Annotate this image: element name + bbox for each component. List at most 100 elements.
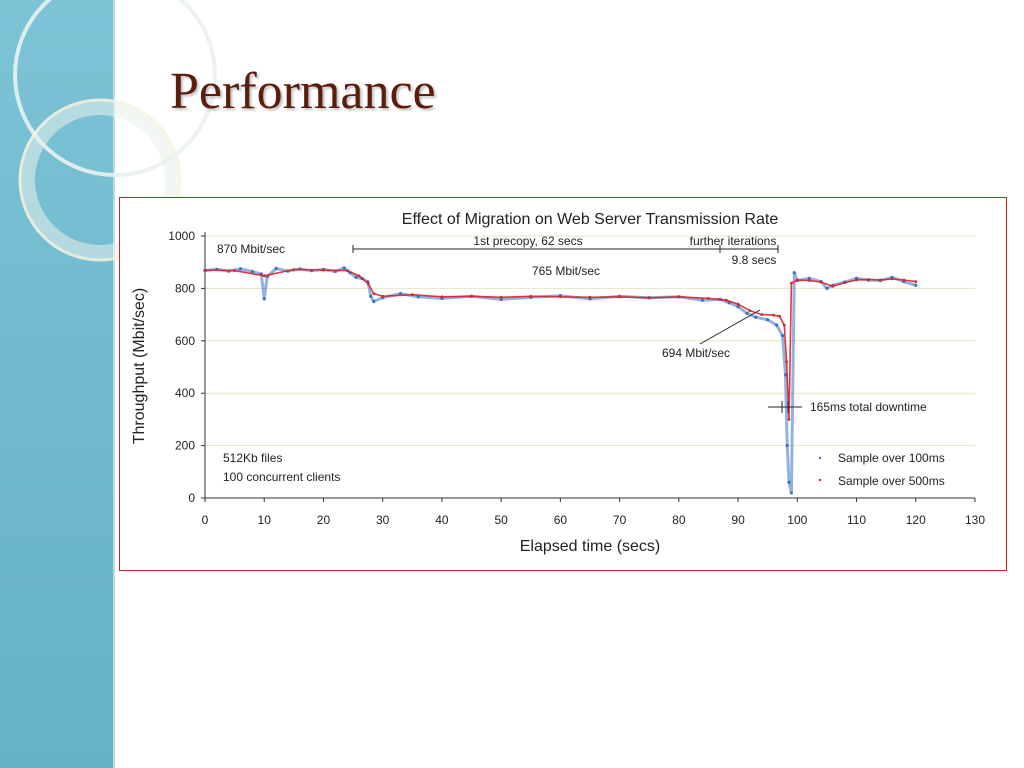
data-point [843, 281, 847, 284]
annotation-downtime: 165ms total downtime [810, 400, 927, 414]
y-tick-label: 0 [188, 491, 195, 505]
data-point [470, 294, 473, 298]
annotation-694: 694 Mbit/sec [662, 346, 730, 360]
legend: Sample over 100ms Sample over 500ms [818, 451, 945, 488]
data-point [890, 277, 894, 281]
x-tick-label: 60 [554, 513, 568, 527]
data-point [398, 292, 403, 296]
data-point [748, 309, 752, 313]
data-point [902, 278, 906, 282]
annotation-precopy: 1st precopy, 62 secs [473, 234, 582, 248]
legend-marker-100ms [818, 456, 822, 460]
page-title: Performance [170, 63, 436, 120]
data-point [707, 297, 710, 300]
x-tick-label: 120 [906, 513, 926, 527]
data-point [736, 305, 740, 309]
axis-layer: 0 200 400 600 800 1000 0 10 20 30 40 50 60 70 80 90 100 1… [168, 229, 985, 527]
data-point [867, 278, 870, 281]
x-tick-label: 0 [202, 513, 209, 527]
data-point [262, 297, 266, 301]
ring-small [21, 101, 179, 259]
data-point [416, 295, 420, 299]
data-point [366, 281, 370, 285]
x-tick-label: 80 [672, 513, 686, 527]
y-tick-label: 400 [175, 386, 195, 400]
data-point [700, 298, 705, 302]
data-point [262, 274, 266, 278]
data-point [250, 270, 254, 274]
data-point [825, 286, 829, 290]
data-point [785, 360, 788, 364]
data-point [724, 298, 728, 302]
annotation-further-iterations: further iterations [690, 234, 777, 248]
x-axis-label: Elapsed time (secs) [520, 538, 661, 555]
data-point [677, 295, 681, 299]
data-point [238, 267, 243, 271]
legend-label-100ms: Sample over 100ms [838, 451, 945, 465]
y-axis-label: Throughput (Mbit/sec) [131, 288, 148, 445]
chart-title: Effect of Migration on Web Server Transm… [402, 211, 779, 228]
data-point [790, 281, 793, 285]
data-point [322, 268, 325, 272]
data-point [369, 294, 373, 298]
annotation-870: 870 Mbit/sec [217, 242, 285, 256]
ring-small-outline [18, 98, 182, 262]
decorative-rings [13, 0, 217, 262]
x-tick-label: 10 [258, 513, 272, 527]
annotation-765: 765 Mbit/sec [532, 264, 600, 278]
data-point [345, 269, 349, 272]
data-point [499, 297, 503, 301]
ring-large [13, 0, 217, 177]
data-point [499, 295, 503, 299]
data-point [342, 266, 346, 270]
throughput-chart: 0 200 400 600 800 1000 0 10 20 30 40 50 60 70 80 90 100 1… [131, 211, 985, 555]
series-layer [203, 266, 918, 495]
y-tick-label: 1000 [168, 229, 195, 243]
data-point [878, 278, 882, 282]
grid-layer [205, 235, 975, 447]
data-point [780, 334, 785, 338]
data-point [795, 278, 799, 282]
x-tick-label: 110 [847, 513, 866, 527]
data-point [292, 268, 296, 271]
data-point [588, 295, 592, 299]
data-point [789, 491, 794, 495]
data-point [736, 302, 740, 306]
data-point [782, 323, 786, 327]
legend-marker-500ms [818, 478, 822, 482]
data-point [766, 318, 770, 322]
data-point [529, 294, 533, 298]
legend-label-500ms: Sample over 500ms [838, 474, 945, 488]
data-point [274, 266, 278, 271]
data-point [807, 279, 811, 282]
x-tick-label: 30 [376, 513, 390, 527]
data-point [372, 299, 376, 304]
x-tick-label: 130 [965, 513, 985, 527]
data-point [233, 269, 236, 272]
data-point [203, 268, 207, 272]
data-point [754, 315, 758, 319]
data-point [792, 271, 796, 275]
annotation-files: 512Kb files [223, 451, 282, 465]
data-point [618, 295, 621, 299]
data-point [785, 444, 789, 448]
data-point [772, 313, 775, 317]
annotation-further-secs: 9.8 secs [732, 253, 777, 267]
x-tick-label: 70 [613, 513, 627, 527]
data-point [855, 278, 858, 282]
x-tick-label: 90 [731, 513, 745, 527]
sidebar-edge [113, 0, 115, 768]
series-line [204, 266, 917, 494]
data-point [775, 323, 779, 327]
pointer-694 [699, 309, 761, 345]
data-point [354, 275, 358, 279]
data-point [410, 293, 414, 297]
data-point [440, 295, 444, 299]
data-point [357, 274, 361, 278]
data-point [783, 373, 788, 377]
series-line [204, 268, 916, 420]
y-tick-label: 600 [175, 334, 195, 348]
data-point [647, 296, 651, 300]
data-point [914, 280, 918, 283]
data-point [807, 276, 811, 280]
